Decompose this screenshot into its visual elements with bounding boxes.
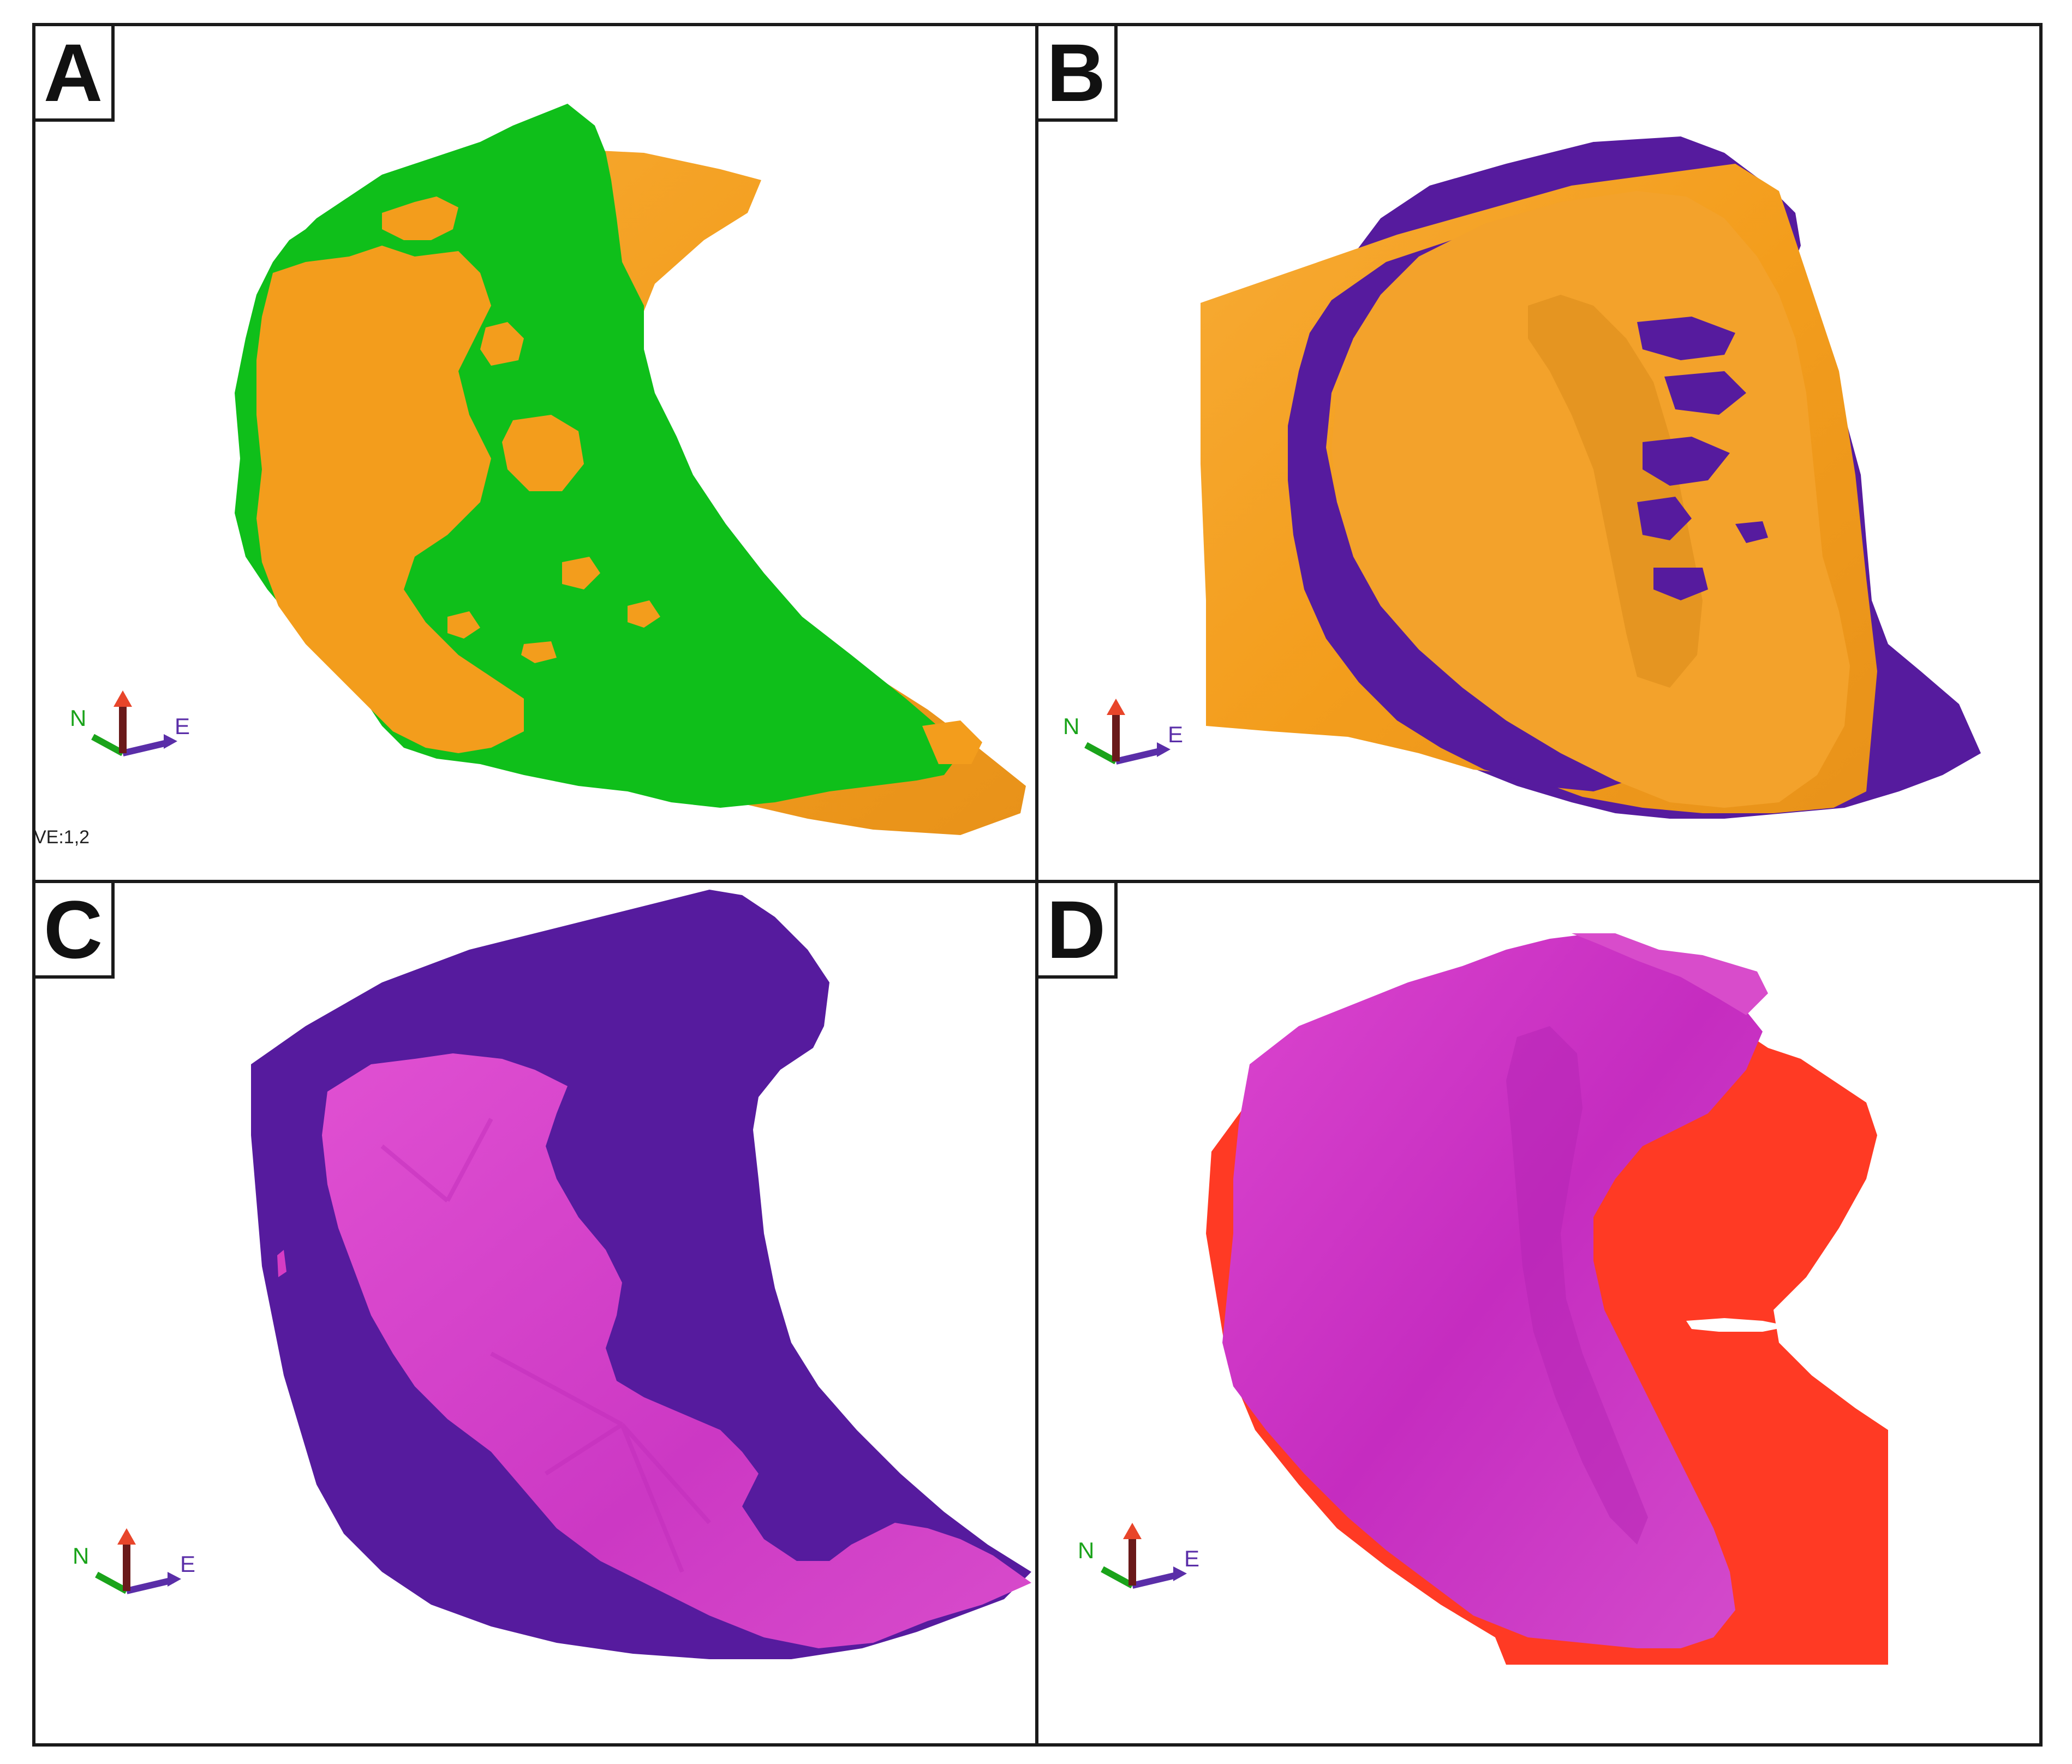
panel-c-axis-east-arrowhead — [168, 1572, 181, 1587]
panel-d-axis-up-arrowhead — [1123, 1523, 1142, 1539]
panel-c-axis-north-label: N — [73, 1543, 89, 1569]
panel-b-letter-frame — [1035, 23, 1118, 122]
panel-d-axis-north-line — [1101, 1566, 1134, 1589]
panel-c-streak — [544, 1422, 624, 1476]
panel-a-orange-patch-mid5 — [521, 641, 557, 663]
panel-d-letter-box: D — [1035, 880, 1118, 979]
panel-c-streak — [445, 1118, 493, 1202]
panel-b-purple-band — [1288, 229, 1670, 791]
panel-a-letter-frame — [32, 23, 115, 122]
panel-c-axis-east-line — [126, 1577, 174, 1594]
panel-a-orange-patch-mid3 — [562, 557, 600, 589]
panel-d-axis-east-arrowhead — [1173, 1566, 1187, 1581]
panel-a: N E VE:1,2 — [34, 104, 1026, 848]
panel-b-purple-patch-3 — [1643, 437, 1730, 486]
panel-a-orange-patch-mid1 — [480, 322, 524, 366]
panel-c-magenta-streaks — [380, 1118, 711, 1573]
panel-c-letter-box: C — [32, 880, 115, 979]
panel-a-ve-label: VE:1,2 — [34, 827, 89, 848]
panel-d-magenta-spur — [1572, 933, 1768, 1015]
panel-c: N E — [73, 890, 1031, 1659]
panel-a-axis-east-label: E — [175, 713, 190, 739]
panel-c-streak — [620, 1423, 684, 1573]
panel-c-streak — [620, 1423, 711, 1524]
panel-c-axis-east-label: E — [180, 1551, 195, 1577]
panel-c-axis-up-arrowhead — [117, 1528, 136, 1545]
panel-d-axis-east-line — [1131, 1571, 1180, 1589]
panel-b-letter-box: B — [1035, 23, 1118, 122]
panel-b-purple-patch-2 — [1664, 371, 1746, 415]
panel-a-orange-patch-tip — [922, 720, 982, 764]
panel-b-axis-north-line — [1084, 742, 1118, 765]
panel-b-axis-east-line — [1115, 747, 1163, 765]
panel-a-orange-patch-mid2 — [502, 415, 584, 491]
panel-b: N E — [1063, 136, 1981, 819]
panel-d-magenta-ridge — [1506, 1026, 1648, 1545]
panel-a-axis-east-arrowhead — [164, 734, 177, 749]
panel-c-magenta-fringe — [277, 1250, 286, 1277]
panel-b-axis-up-arrowhead — [1107, 699, 1125, 715]
panel-b-letter: B — [1047, 27, 1106, 118]
panel-b-purple-patch-1 — [1637, 317, 1735, 360]
panel-d-axis-north-label: N — [1078, 1537, 1094, 1563]
panel-b-axis-north-label: N — [1063, 713, 1079, 739]
panel-c-letter: C — [44, 884, 103, 975]
panel-b-axis-east-arrowhead — [1157, 742, 1171, 757]
panel-d-white-gap — [1686, 1318, 1790, 1332]
panel-a-axis-north-label: N — [70, 705, 86, 731]
panel-b-purple-patch-4 — [1637, 497, 1692, 540]
panel-c-streak — [490, 1351, 623, 1427]
panel-a-orange-patch-mid6 — [628, 600, 660, 628]
panel-a-letter-box: A — [32, 23, 115, 122]
panel-d: N E — [1078, 933, 1888, 1665]
panel-b-axis-east-label: E — [1168, 722, 1183, 747]
panel-d-axis-triad: N E — [1078, 1523, 1199, 1589]
panel-b-axis-triad: N E — [1063, 699, 1183, 765]
panel-c-letter-frame — [32, 880, 115, 979]
panel-b-purple-patch-6 — [1735, 521, 1768, 543]
panel-a-orange-patch-large — [256, 246, 524, 753]
panel-c-axis-triad: N E — [73, 1528, 195, 1594]
panel-a-axis-east-line — [122, 739, 170, 756]
panel-c-axis-north-line — [95, 1571, 128, 1594]
panel-d-letter-frame — [1035, 880, 1118, 979]
panel-b-purple-patch-5 — [1653, 568, 1708, 600]
panel-c-streak — [380, 1144, 449, 1203]
panel-a-axis-triad: N E — [70, 690, 190, 756]
panel-d-axis-east-label: E — [1184, 1546, 1199, 1571]
panel-a-orange-patch-upper — [382, 196, 458, 240]
panel-a-letter: A — [44, 27, 103, 118]
panel-c-magenta-surface — [322, 1053, 1031, 1648]
panel-a-orange-patch-mid4 — [447, 611, 480, 639]
panel-d-letter: D — [1047, 884, 1106, 975]
panel-a-axis-up-arrowhead — [114, 690, 132, 707]
panel-a-axis-north-line — [91, 734, 124, 756]
